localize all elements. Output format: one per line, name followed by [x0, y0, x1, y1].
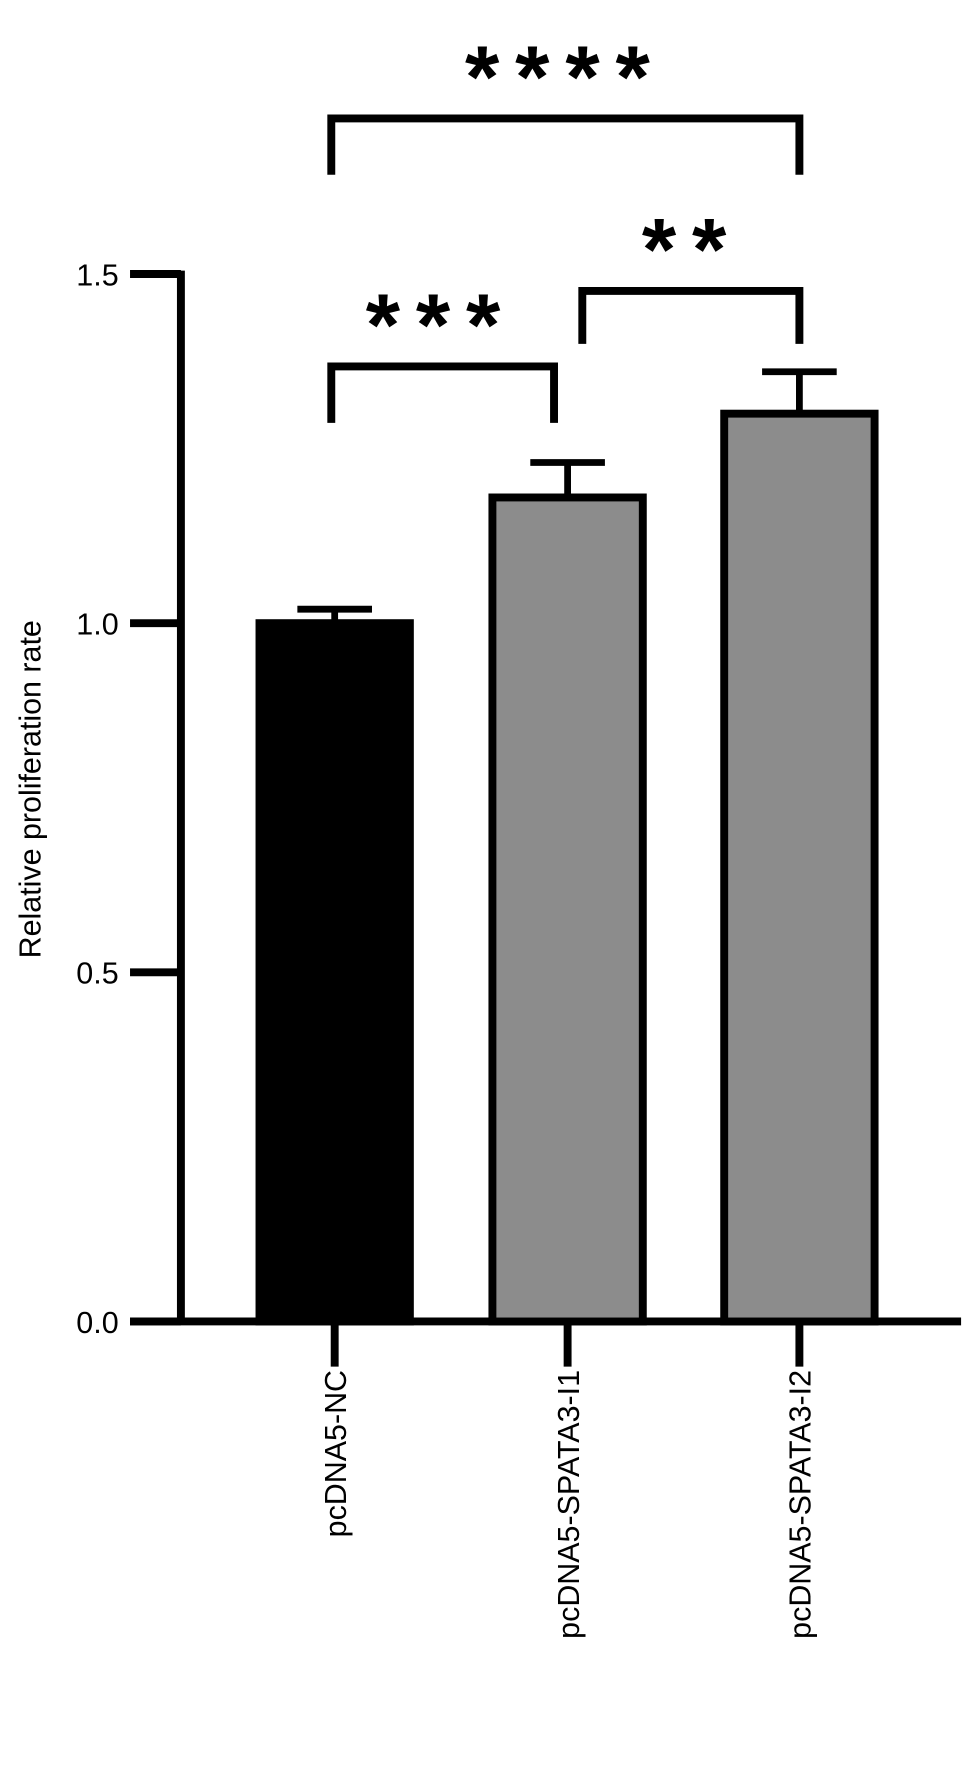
- x-tick-label: pcDNA5-NC: [319, 1370, 353, 1537]
- significance-bracket: [327, 114, 804, 175]
- y-tick-label: 1.0: [76, 607, 118, 641]
- significance-bracket: [578, 286, 804, 344]
- y-axis-label: Relative proliferation rate: [14, 620, 48, 958]
- x-tick-label: pcDNA5-SPATA3-I1: [552, 1370, 586, 1639]
- y-tick-label: 1.5: [76, 258, 118, 292]
- y-tick-label: 0.0: [76, 1306, 118, 1340]
- significance-bracket: [327, 362, 558, 423]
- bar: [255, 619, 414, 1326]
- significance-label: **: [642, 200, 742, 299]
- bar: [488, 493, 647, 1326]
- bar: [720, 409, 879, 1326]
- y-tick-label: 0.5: [76, 957, 118, 991]
- x-tick-label: pcDNA5-SPATA3-I2: [784, 1370, 818, 1639]
- significance-label: ***: [366, 275, 516, 374]
- significance-label: ****: [465, 27, 666, 126]
